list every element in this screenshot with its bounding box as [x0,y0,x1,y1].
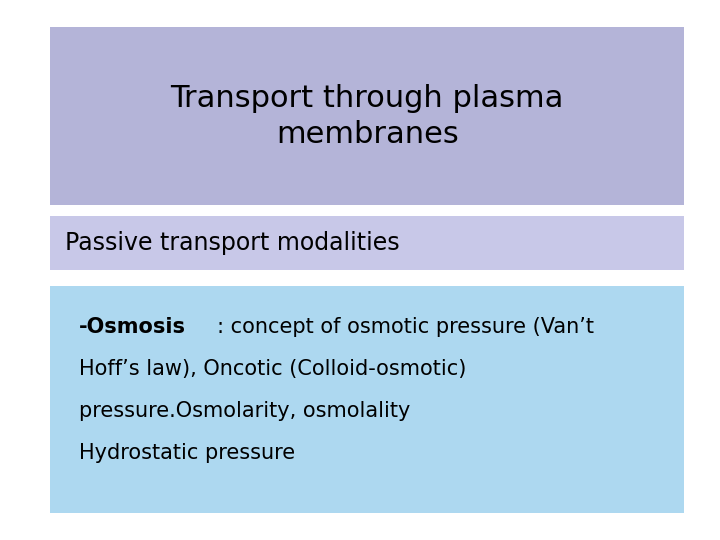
Text: Transport through plasma
membranes: Transport through plasma membranes [171,84,564,148]
FancyBboxPatch shape [50,286,684,513]
Text: Passive transport modalities: Passive transport modalities [65,231,400,255]
Text: Hydrostatic pressure: Hydrostatic pressure [79,443,295,463]
Text: Hoff’s law), Oncotic (Colloid-osmotic): Hoff’s law), Oncotic (Colloid-osmotic) [79,359,467,379]
Text: -Osmosis: -Osmosis [79,316,186,337]
Text: : concept of osmotic pressure (Van’t: : concept of osmotic pressure (Van’t [217,316,594,337]
FancyBboxPatch shape [50,216,684,270]
FancyBboxPatch shape [50,27,684,205]
Text: pressure.Osmolarity, osmolality: pressure.Osmolarity, osmolality [79,401,410,421]
